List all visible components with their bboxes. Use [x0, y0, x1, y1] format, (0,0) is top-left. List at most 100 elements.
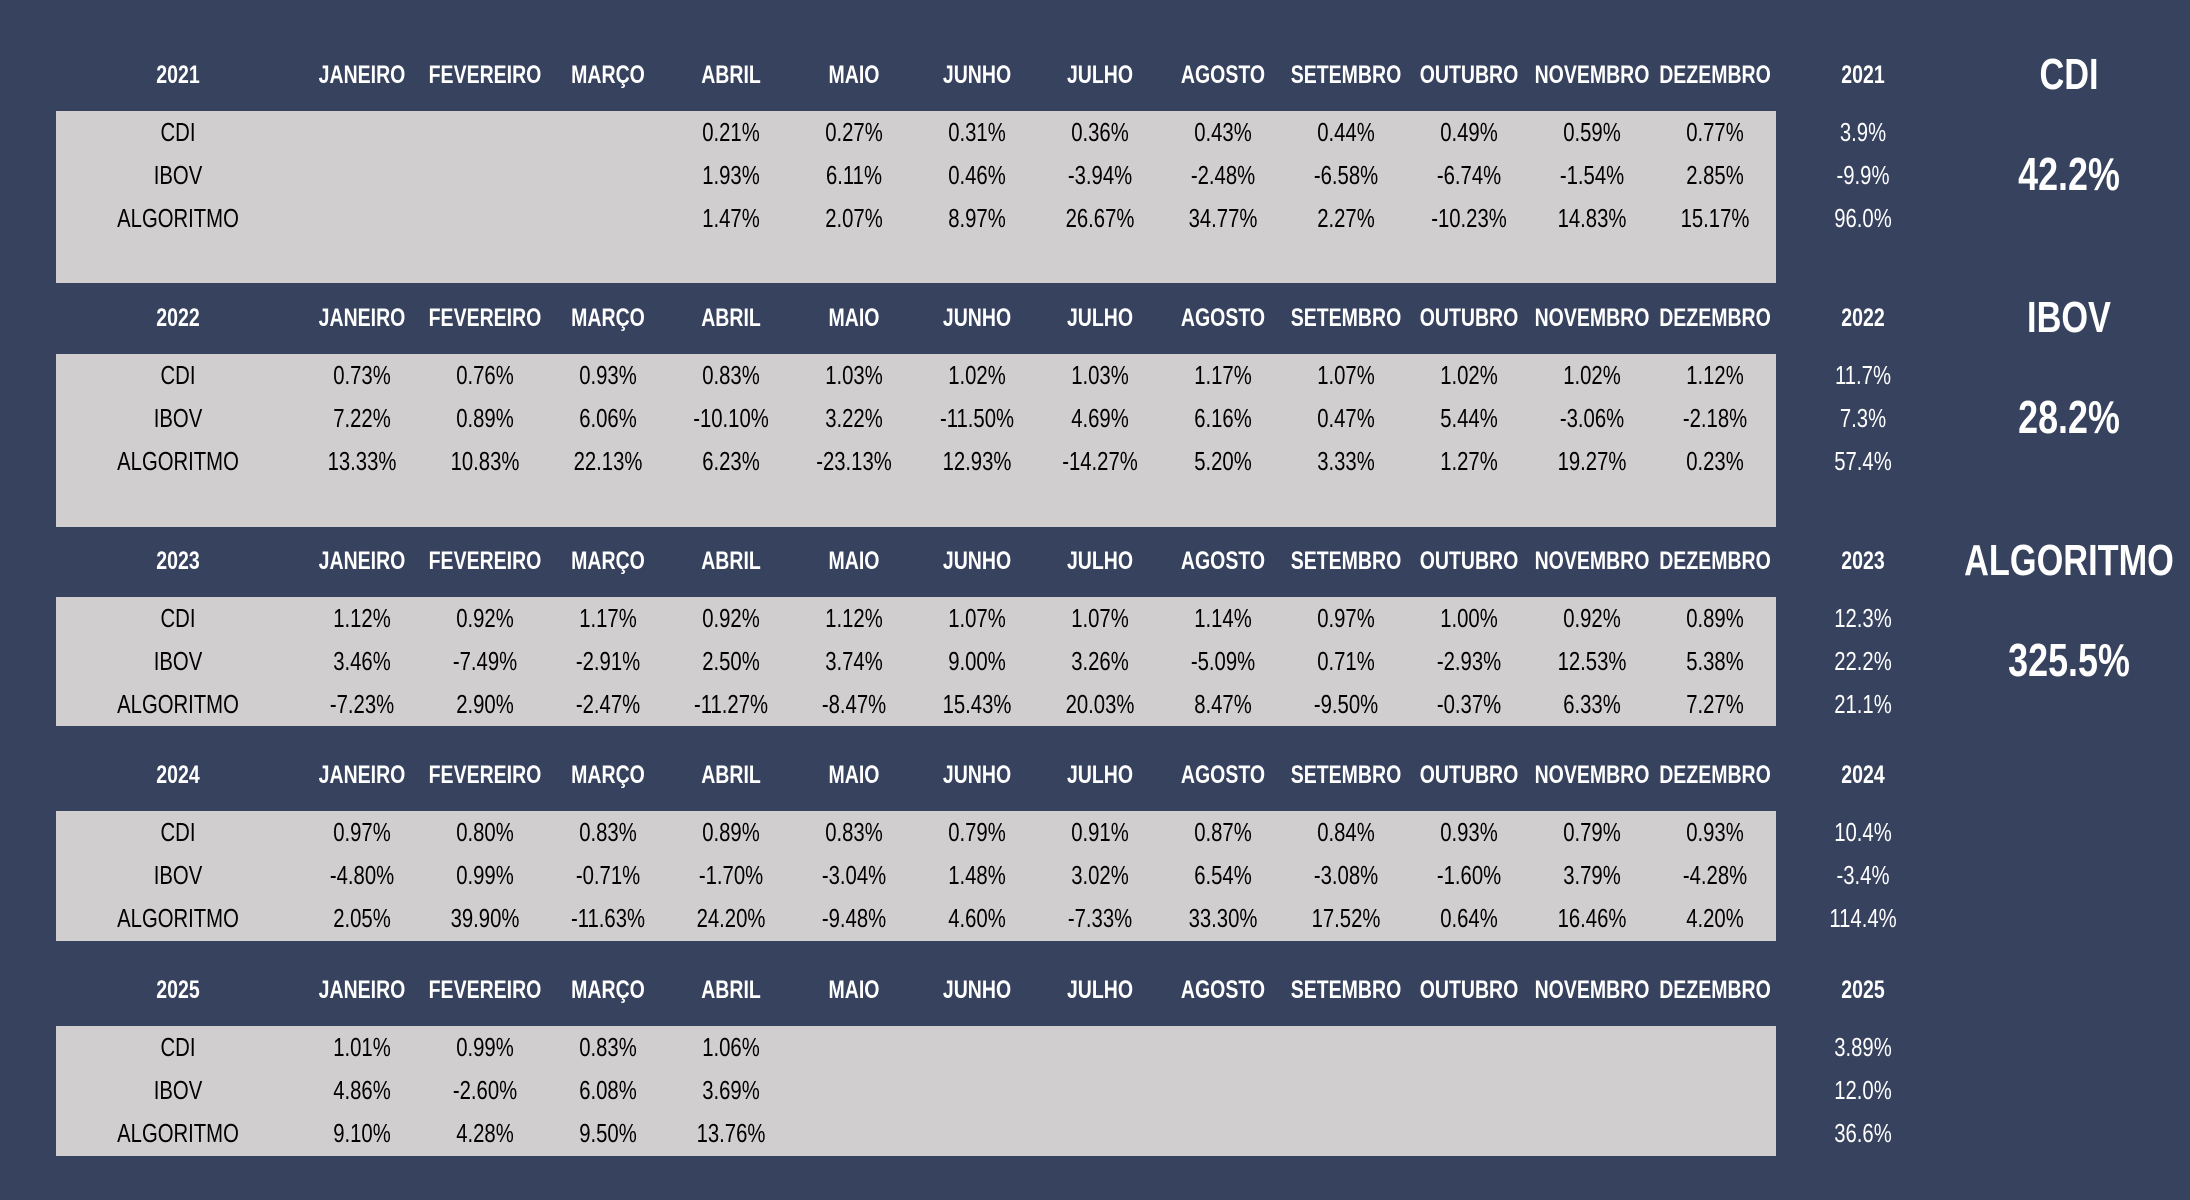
- year-label: 2025: [156, 976, 200, 1004]
- monthly-return-cell: -1.60%: [1436, 860, 1502, 890]
- monthly-return-cell: 6.08%: [579, 1075, 637, 1105]
- monthly-return-cell: 8.97%: [948, 203, 1006, 233]
- annual-total-cell: 36.6%: [1834, 1118, 1892, 1148]
- monthly-return-cell: 3.69%: [702, 1075, 760, 1105]
- monthly-return-cell: -23.13%: [816, 446, 892, 476]
- row-label: ALGORITMO: [117, 1118, 239, 1148]
- table-row: IBOV -4.80% 0.99% -0.71% -1.70% -3.04% 1.48% 3.…: [0, 854, 1900, 897]
- month-header: SETEMBRO: [1290, 976, 1402, 1004]
- annual-total-cell: 21.1%: [1834, 689, 1892, 719]
- month-header: JULHO: [1066, 304, 1134, 332]
- month-header: JULHO: [1066, 61, 1134, 89]
- month-header: JUNHO: [942, 304, 1012, 332]
- monthly-return-cell: 4.69%: [1071, 403, 1129, 433]
- monthly-return-cell: -7.33%: [1067, 903, 1133, 933]
- annual-total-cell: 96.0%: [1834, 203, 1892, 233]
- month-header: NOVEMBRO: [1534, 61, 1650, 89]
- monthly-return-cell: -10.10%: [693, 403, 769, 433]
- month-header: ABRIL: [701, 976, 761, 1004]
- monthly-return-cell: 24.20%: [696, 903, 766, 933]
- month-header: OUTUBRO: [1419, 761, 1519, 789]
- month-header: JULHO: [1066, 976, 1134, 1004]
- monthly-return-cell: 7.22%: [333, 403, 391, 433]
- monthly-return-cell: 6.23%: [702, 446, 760, 476]
- month-header: SETEMBRO: [1290, 304, 1402, 332]
- month-header: MAIO: [828, 976, 880, 1004]
- monthly-return-cell: 1.12%: [1686, 360, 1744, 390]
- monthly-return-cell: 1.48%: [948, 860, 1006, 890]
- monthly-return-cell: 5.38%: [1686, 646, 1744, 676]
- monthly-return-cell: 2.85%: [1686, 160, 1744, 190]
- monthly-return-cell: -1.54%: [1559, 160, 1625, 190]
- monthly-return-cell: 1.07%: [1071, 603, 1129, 633]
- monthly-return-cell: 2.27%: [1317, 203, 1375, 233]
- monthly-return-cell: 0.73%: [333, 360, 391, 390]
- month-header: MARÇO: [571, 547, 645, 575]
- monthly-return-cell: -2.48%: [1190, 160, 1256, 190]
- monthly-return-cell: 0.83%: [702, 360, 760, 390]
- month-header: AGOSTO: [1180, 547, 1266, 575]
- monthly-return-cell: 15.17%: [1680, 203, 1750, 233]
- month-header: MAIO: [828, 761, 880, 789]
- monthly-return-cell: 0.59%: [1563, 117, 1621, 147]
- annual-total-cell: 12.3%: [1834, 603, 1892, 633]
- month-header: MARÇO: [571, 976, 645, 1004]
- annual-total-cell: -3.4%: [1836, 860, 1890, 890]
- monthly-return-cell: 1.06%: [702, 1032, 760, 1062]
- annual-total-cell: 114.4%: [1829, 903, 1897, 933]
- month-header: JUNHO: [942, 547, 1012, 575]
- monthly-return-cell: 1.47%: [702, 203, 760, 233]
- month-header: AGOSTO: [1180, 761, 1266, 789]
- monthly-return-cell: 3.46%: [333, 646, 391, 676]
- monthly-return-cell: 0.89%: [702, 817, 760, 847]
- monthly-return-cell: 0.87%: [1194, 817, 1252, 847]
- monthly-return-cell: 9.50%: [579, 1118, 637, 1148]
- month-header: SETEMBRO: [1290, 547, 1402, 575]
- monthly-return-cell: 8.47%: [1194, 689, 1252, 719]
- annual-total-cell: 7.3%: [1839, 403, 1887, 433]
- year-total-header: 2021: [1841, 61, 1885, 89]
- monthly-return-cell: 1.27%: [1440, 446, 1498, 476]
- monthly-return-cell: 6.16%: [1194, 403, 1252, 433]
- month-header: FEVEREIRO: [428, 976, 542, 1004]
- monthly-return-cell: 0.89%: [456, 403, 514, 433]
- monthly-return-cell: 1.02%: [1440, 360, 1498, 390]
- month-header: JUNHO: [942, 61, 1012, 89]
- monthly-return-cell: 0.77%: [1686, 117, 1744, 147]
- table-row: IBOV 1.93% 6.11% 0.46% -3.94% -2.48% -6.58% -6.…: [0, 154, 1900, 197]
- row-label: IBOV: [153, 860, 203, 890]
- month-header: ABRIL: [701, 61, 761, 89]
- annual-total-cell: 22.2%: [1834, 646, 1892, 676]
- monthly-return-cell: 2.05%: [333, 903, 391, 933]
- monthly-return-cell: 7.27%: [1686, 689, 1744, 719]
- monthly-return-cell: 39.90%: [450, 903, 520, 933]
- month-header: OUTUBRO: [1419, 61, 1519, 89]
- month-header: NOVEMBRO: [1534, 304, 1650, 332]
- month-header: DEZEMBRO: [1659, 547, 1771, 575]
- row-label: CDI: [160, 817, 196, 847]
- table-row: CDI 1.01% 0.99% 0.83% 1.06% 3.89%: [0, 1026, 1900, 1069]
- monthly-return-cell: 14.83%: [1557, 203, 1627, 233]
- monthly-return-cell: 1.07%: [1317, 360, 1375, 390]
- monthly-return-cell: 19.27%: [1557, 446, 1627, 476]
- monthly-return-cell: 0.91%: [1071, 817, 1129, 847]
- month-header: FEVEREIRO: [428, 761, 542, 789]
- monthly-return-cell: 0.49%: [1440, 117, 1498, 147]
- monthly-return-cell: 0.99%: [456, 1032, 514, 1062]
- row-label: IBOV: [153, 160, 203, 190]
- month-header: JULHO: [1066, 761, 1134, 789]
- month-header: JANEIRO: [318, 61, 406, 89]
- monthly-return-cell: 1.02%: [1563, 360, 1621, 390]
- monthly-return-cell: 1.00%: [1440, 603, 1498, 633]
- monthly-return-cell: 0.93%: [1686, 817, 1744, 847]
- monthly-return-cell: 0.99%: [456, 860, 514, 890]
- monthly-return-cell: 1.03%: [825, 360, 883, 390]
- month-header: OUTUBRO: [1419, 304, 1519, 332]
- month-header: JULHO: [1066, 547, 1134, 575]
- month-header: FEVEREIRO: [428, 547, 542, 575]
- monthly-return-cell: -5.09%: [1190, 646, 1256, 676]
- month-header: FEVEREIRO: [428, 61, 542, 89]
- month-header: NOVEMBRO: [1534, 976, 1650, 1004]
- row-label: IBOV: [153, 403, 203, 433]
- table-row: CDI 1.12% 0.92% 1.17% 0.92% 1.12% 1.07% 1.07% 1.…: [0, 597, 1900, 640]
